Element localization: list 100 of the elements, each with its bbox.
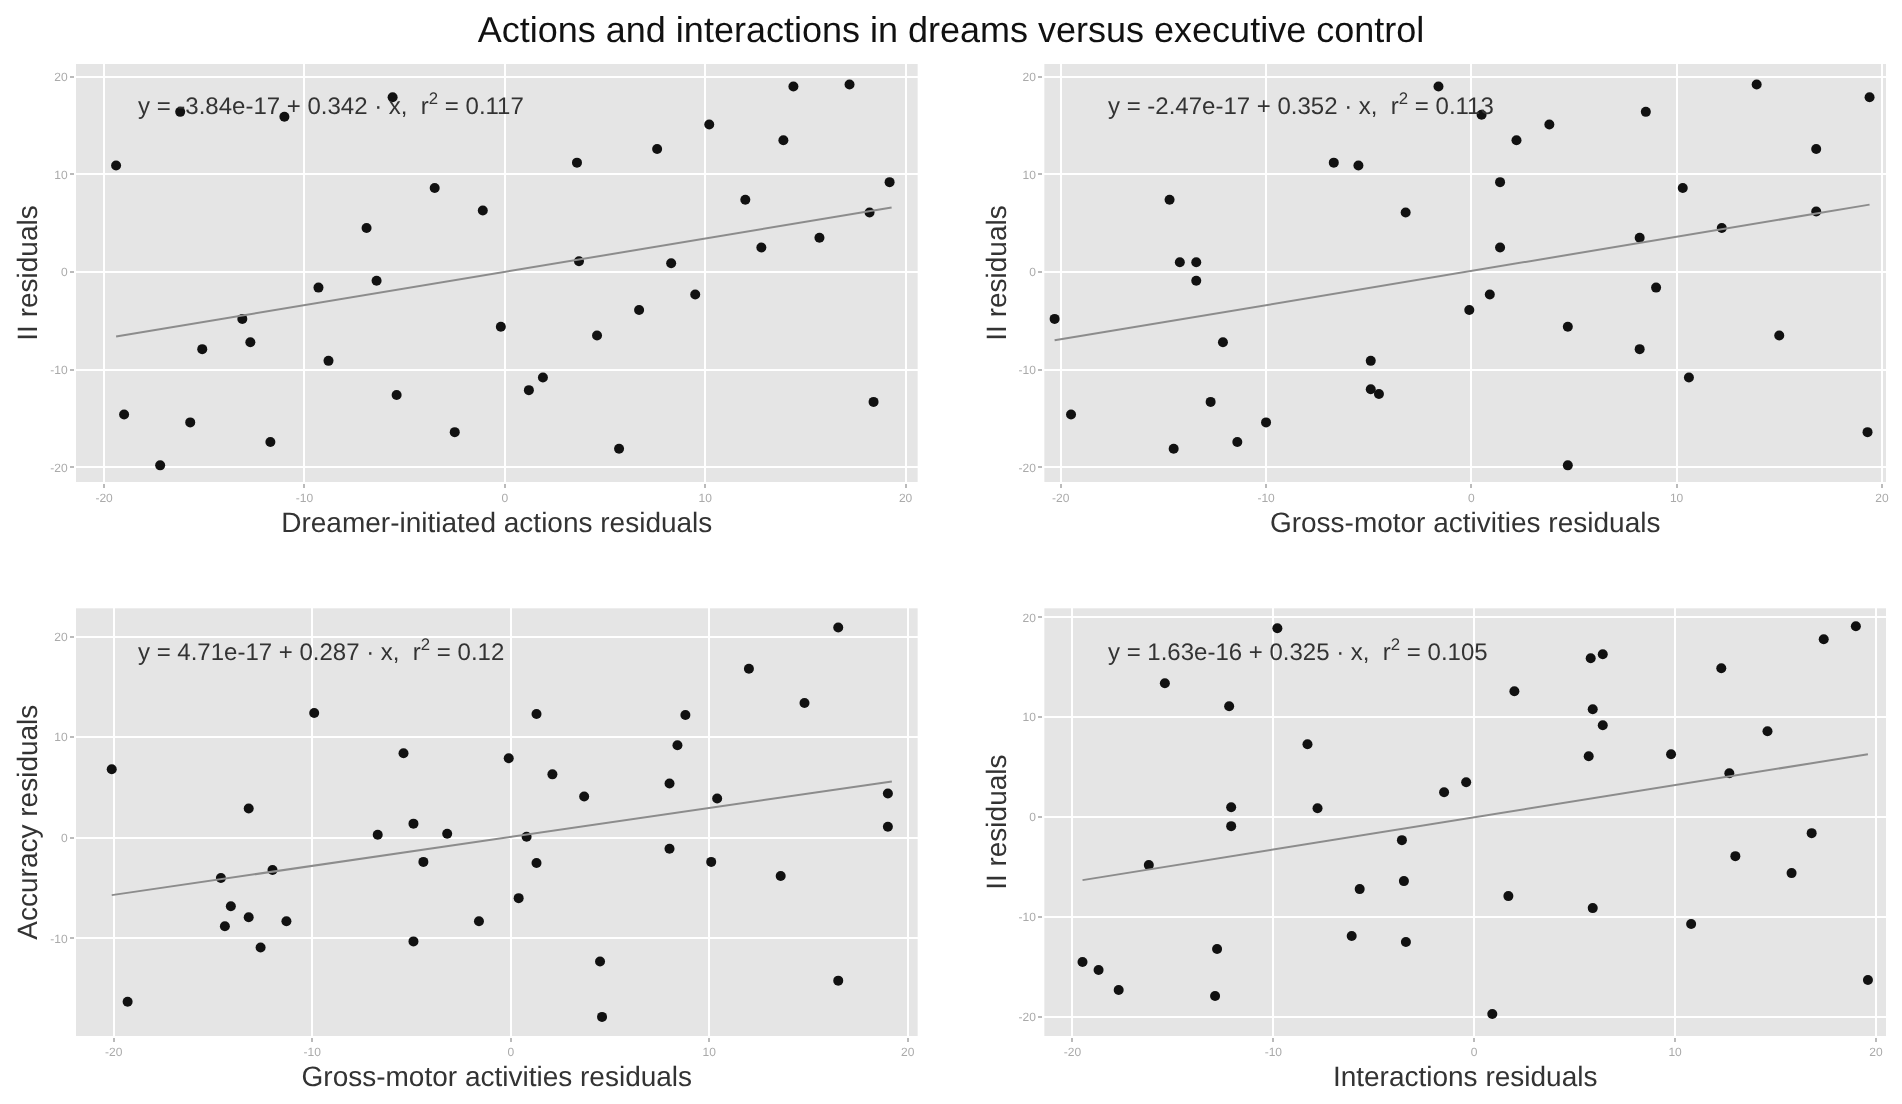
point bbox=[398, 748, 409, 759]
point bbox=[833, 622, 844, 633]
point bbox=[882, 821, 893, 832]
y-axis-title: II residuals bbox=[979, 754, 1012, 890]
point bbox=[1439, 787, 1450, 798]
point bbox=[1666, 749, 1677, 760]
point bbox=[243, 912, 254, 923]
point bbox=[1683, 372, 1694, 383]
point bbox=[1396, 835, 1407, 846]
point bbox=[119, 409, 130, 420]
point bbox=[429, 183, 440, 194]
point bbox=[323, 355, 334, 366]
y-axis-title: II residuals bbox=[11, 205, 44, 341]
point bbox=[1159, 678, 1170, 689]
point bbox=[1346, 931, 1357, 942]
point bbox=[537, 372, 548, 383]
point bbox=[255, 942, 266, 953]
point bbox=[844, 79, 855, 90]
point bbox=[1191, 257, 1202, 268]
point bbox=[1677, 183, 1688, 194]
point bbox=[503, 753, 514, 764]
point bbox=[1634, 232, 1645, 243]
point bbox=[1113, 985, 1124, 996]
point bbox=[740, 194, 751, 205]
annotation: y = 1.63e-16 + 0.325 · x, r$^{2}$ = 0.105 bbox=[1108, 634, 1489, 667]
point bbox=[1226, 802, 1237, 813]
point bbox=[449, 427, 460, 438]
point bbox=[1862, 427, 1873, 438]
point bbox=[265, 436, 276, 447]
point bbox=[1597, 649, 1608, 660]
point bbox=[1168, 443, 1179, 454]
x-axis-title: Gross-motor activities residuals bbox=[1269, 506, 1661, 539]
point bbox=[1312, 803, 1323, 814]
point bbox=[185, 417, 196, 428]
point bbox=[1210, 991, 1221, 1002]
point bbox=[704, 119, 715, 130]
point bbox=[1484, 289, 1495, 300]
point bbox=[1503, 891, 1514, 902]
point bbox=[775, 871, 786, 881]
point bbox=[391, 390, 402, 401]
point bbox=[371, 275, 382, 286]
point bbox=[706, 856, 717, 867]
point bbox=[1583, 751, 1594, 762]
point bbox=[833, 975, 844, 986]
annotation: y = -3.84e-17 + 0.342 · x, r$^{2}$ = 0.117 bbox=[138, 88, 525, 121]
point bbox=[1232, 436, 1243, 447]
point bbox=[1495, 242, 1506, 253]
point bbox=[219, 921, 230, 932]
y-axis-title: Accuracy residuals bbox=[11, 704, 44, 940]
point bbox=[1850, 621, 1861, 632]
point bbox=[743, 663, 754, 674]
point bbox=[477, 205, 488, 216]
point bbox=[571, 157, 582, 168]
point bbox=[225, 901, 236, 912]
y-axis-title: II residuals bbox=[979, 205, 1012, 341]
point bbox=[597, 1011, 608, 1022]
point bbox=[778, 135, 789, 146]
point bbox=[1751, 79, 1762, 90]
x-axis-title: Dreamer-initiated actions residuals bbox=[281, 506, 713, 539]
point bbox=[1461, 777, 1472, 788]
point bbox=[1587, 704, 1598, 715]
point bbox=[1686, 919, 1697, 930]
point bbox=[418, 856, 429, 867]
point bbox=[111, 160, 122, 171]
point bbox=[1495, 177, 1506, 188]
point bbox=[513, 893, 524, 904]
point bbox=[1164, 194, 1175, 205]
point bbox=[1634, 344, 1645, 355]
point bbox=[361, 223, 372, 234]
annotation: y = -2.47e-17 + 0.352 · x, r$^{2}$ = 0.113 bbox=[1108, 88, 1495, 121]
point bbox=[1774, 330, 1785, 341]
point bbox=[1212, 944, 1223, 955]
point bbox=[1400, 937, 1411, 948]
x-axis-title: Interactions residuals bbox=[1332, 1060, 1598, 1093]
point bbox=[309, 707, 320, 718]
point bbox=[868, 396, 879, 407]
point bbox=[672, 740, 683, 751]
point bbox=[882, 788, 893, 799]
point bbox=[531, 857, 542, 868]
point bbox=[473, 916, 484, 927]
point bbox=[1302, 739, 1313, 750]
point bbox=[313, 282, 324, 293]
point bbox=[1174, 257, 1185, 268]
point bbox=[1205, 396, 1216, 407]
point bbox=[1400, 207, 1411, 218]
point bbox=[1509, 686, 1520, 697]
point bbox=[884, 177, 895, 188]
point bbox=[1272, 623, 1283, 634]
point bbox=[1464, 305, 1475, 316]
point bbox=[1191, 275, 1202, 286]
point bbox=[1585, 653, 1596, 664]
point bbox=[1640, 106, 1651, 117]
point bbox=[1562, 321, 1573, 332]
point bbox=[1587, 903, 1598, 914]
point bbox=[243, 803, 254, 814]
point bbox=[1597, 720, 1608, 731]
point bbox=[1562, 460, 1573, 471]
point bbox=[592, 330, 603, 341]
point bbox=[1217, 337, 1228, 348]
point bbox=[1093, 965, 1104, 976]
